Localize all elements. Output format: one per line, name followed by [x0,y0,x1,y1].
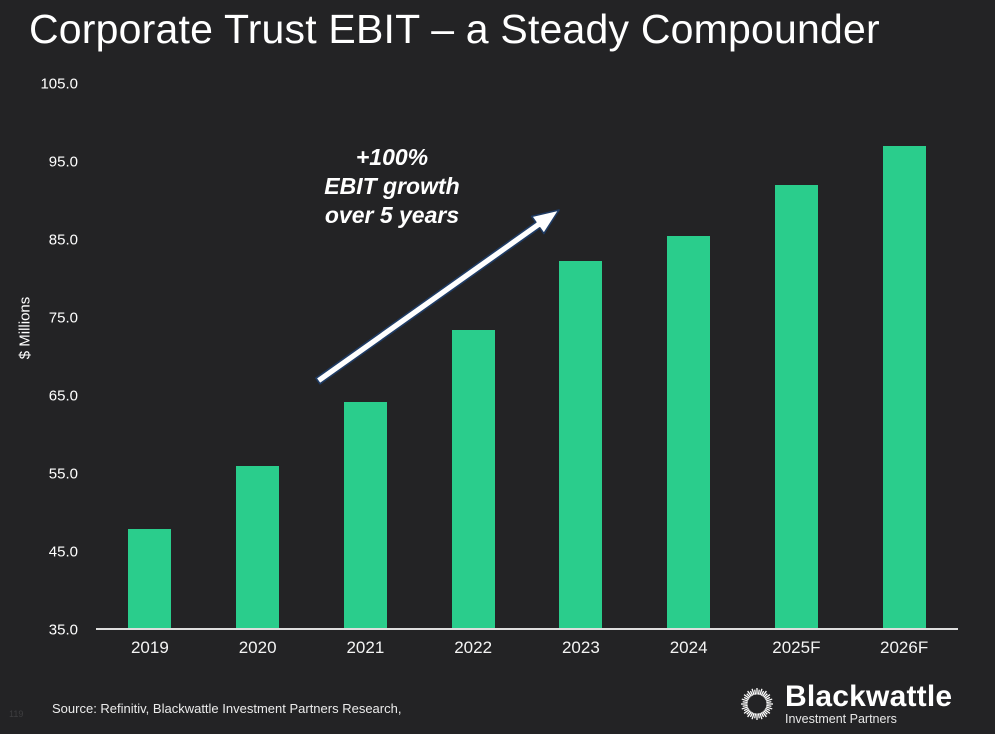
page-number: 119 [9,709,24,719]
logo-brand-name: Blackwattle [785,680,953,713]
x-label-2022: 2022 [454,638,493,657]
chart-title: Corporate Trust EBIT – a Steady Compound… [29,6,880,52]
blackwattle-logo: Blackwattle Investment Partners [736,681,952,727]
x-label-2026F: 2026F [880,638,929,657]
bar-2019 [128,528,172,628]
growth-annotation-line-2: EBIT growth [324,173,460,199]
bar-2026F [882,146,926,628]
bar-2022 [451,330,495,628]
bar-2023 [559,261,603,628]
bar-2021 [343,401,387,628]
y-tick-55: 55.0 [48,465,78,483]
y-tick-65: 65.0 [48,387,78,405]
y-tick-45: 45.0 [48,543,78,561]
sunburst-logo-icon [741,688,773,720]
x-label-2023: 2023 [561,638,600,657]
bar-2025F [774,185,818,628]
plot-area [96,84,958,630]
y-axis-tick-labels: 105.0 95.0 85.0 75.0 65.0 55.0 45.0 35.0 [18,76,78,639]
x-label-2025F: 2025F [772,638,821,657]
bar-2020 [236,466,280,628]
y-tick-105: 105.0 [40,75,78,93]
y-tick-95: 95.0 [48,153,78,171]
growth-annotation: +100% EBIT growth over 5 years [302,143,482,230]
y-tick-85: 85.0 [48,231,78,249]
x-label-2020: 2020 [238,638,277,657]
y-tick-35: 35.0 [48,621,78,639]
logo-tagline: Investment Partners [785,712,897,726]
x-label-2024: 2024 [669,638,708,657]
growth-annotation-line-3: over 5 years [324,202,460,228]
source-text: Source: Refinitiv, Blackwattle Investmen… [52,701,402,716]
growth-annotation-line-1: +100% [355,144,429,170]
y-tick-75: 75.0 [48,309,78,327]
x-label-2019: 2019 [130,638,169,657]
logo-text-block: Blackwattle Investment Partners [785,680,953,727]
x-axis-labels: 2019 2020 2021 2022 2023 2024 2025F 2026F [96,638,958,658]
bar-series [96,84,958,628]
x-label-2021: 2021 [346,638,385,657]
bar-2024 [667,235,711,628]
